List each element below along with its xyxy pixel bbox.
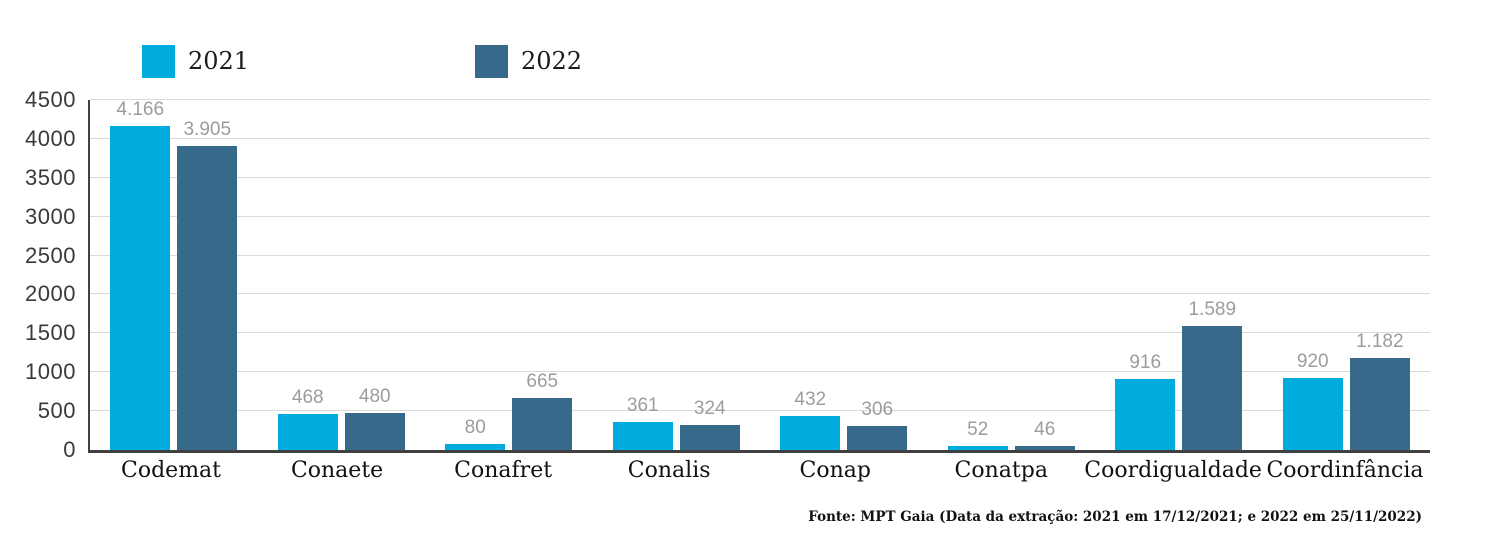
bar-value-label: 4.166 bbox=[116, 98, 165, 120]
y-tick-label: 2500 bbox=[25, 242, 76, 268]
category-label-coordinfancia: Coordinfância bbox=[1266, 458, 1424, 483]
legend-item-2021: 2021 bbox=[142, 44, 249, 78]
y-tick-label: 500 bbox=[37, 398, 76, 424]
bar-2021-conap: 432 bbox=[780, 389, 841, 450]
bar-value-label: 361 bbox=[626, 394, 659, 416]
gridline-4000 bbox=[90, 137, 1430, 139]
bar-group-conalis: 361 324 bbox=[593, 100, 761, 450]
gridline-3000 bbox=[90, 215, 1430, 217]
y-tick-label: 0 bbox=[63, 437, 76, 462]
legend-item-2022: 2022 bbox=[475, 44, 582, 78]
bar-2022-codemat: 3.905 bbox=[177, 119, 238, 450]
bar-value-label: 324 bbox=[693, 397, 726, 419]
gridline-2500 bbox=[90, 254, 1430, 256]
bar-value-label: 306 bbox=[861, 399, 894, 421]
category-label-coordigualdade: Coordigualdade bbox=[1084, 458, 1262, 483]
y-tick-label: 1500 bbox=[25, 320, 76, 346]
bar-2021-conafret: 80 bbox=[445, 417, 506, 450]
bar-group-coordinfancia: 920 1.182 bbox=[1263, 100, 1431, 450]
category-label-codemat: Codemat bbox=[121, 458, 222, 483]
gridline-1500 bbox=[90, 332, 1430, 334]
bar-2022-conatpa: 46 bbox=[1014, 419, 1075, 450]
category-label-conaete: Conaete bbox=[290, 458, 384, 483]
y-axis: 0 500 1000 1500 2000 2500 3000 3500 4000 4500 bbox=[0, 87, 76, 462]
x-axis-category-labels: Codemat Conaete Conafret Conalis Conap Conatp… bbox=[88, 458, 1428, 483]
bar-value-label: 480 bbox=[358, 385, 391, 407]
bar-2021-coordigualdade: 916 bbox=[1115, 352, 1176, 450]
bar-groups: 4.166 3.905 468 480 80 665 361 324 432 306 52 46 916… bbox=[90, 99, 1431, 450]
bar-2022-conalis: 324 bbox=[679, 398, 740, 450]
bar-group-conafret: 80 665 bbox=[425, 100, 593, 450]
bar-value-label: 920 bbox=[1296, 351, 1329, 373]
bar-value-label: 432 bbox=[794, 389, 827, 411]
bar-value-label: 3.905 bbox=[183, 119, 232, 141]
bar-2022-conafret: 665 bbox=[512, 371, 573, 450]
bar-group-coordigualdade: 916 1.589 bbox=[1095, 100, 1263, 450]
plot-area: 4.166 3.905 468 480 80 665 361 324 432 306 52 46 916… bbox=[88, 99, 1431, 453]
bar-2021-conaete: 468 bbox=[277, 387, 338, 450]
bar-value-label: 1.182 bbox=[1355, 331, 1404, 353]
bar-group-conatpa: 52 46 bbox=[928, 100, 1096, 450]
bar-value-label: 80 bbox=[464, 416, 486, 438]
bar-group-conap: 432 306 bbox=[760, 100, 928, 450]
gridline-2000 bbox=[90, 293, 1430, 295]
bar-value-label: 52 bbox=[967, 418, 989, 440]
legend-swatch-2022 bbox=[475, 44, 508, 78]
gridline-1000 bbox=[90, 371, 1430, 373]
category-label-conatpa: Conatpa bbox=[954, 458, 1048, 483]
bar-value-label: 1.589 bbox=[1188, 299, 1237, 321]
legend-swatch-2021 bbox=[142, 44, 175, 78]
bar-group-codemat: 4.166 3.905 bbox=[90, 99, 258, 450]
bar-2021-coordinfancia: 920 bbox=[1282, 351, 1343, 450]
bar-2022-conaete: 480 bbox=[344, 386, 405, 450]
y-tick-label: 1000 bbox=[25, 359, 76, 385]
bar-2022-coordinfancia: 1.182 bbox=[1349, 331, 1410, 450]
y-tick-label: 4500 bbox=[25, 87, 76, 112]
y-tick-label: 3000 bbox=[25, 203, 76, 229]
source-note: Fonte: MPT Gaia (Data da extração: 2021 … bbox=[808, 509, 1422, 525]
gridline-4500 bbox=[90, 99, 1430, 100]
y-tick-label: 4000 bbox=[25, 125, 76, 151]
bar-2022-conap: 306 bbox=[847, 399, 908, 450]
bar-2022-coordigualdade: 1.589 bbox=[1182, 299, 1243, 450]
gridline-3500 bbox=[90, 176, 1430, 178]
bar-2021-codemat: 4.166 bbox=[110, 99, 171, 450]
legend-label-2021: 2021 bbox=[188, 47, 250, 75]
gridline-500 bbox=[90, 410, 1430, 412]
bar-group-conaete: 468 480 bbox=[258, 100, 426, 450]
y-tick-label: 2000 bbox=[25, 281, 76, 307]
bar-value-label: 468 bbox=[291, 386, 324, 408]
y-tick-label: 3500 bbox=[25, 164, 76, 190]
bar-value-label: 916 bbox=[1129, 351, 1162, 373]
bar-2021-conatpa: 52 bbox=[947, 419, 1008, 450]
bar-2021-conalis: 361 bbox=[612, 395, 673, 450]
legend-label-2022: 2022 bbox=[521, 47, 583, 75]
category-label-conap: Conap bbox=[799, 458, 871, 483]
category-label-conalis: Conalis bbox=[627, 458, 711, 483]
category-label-conafret: Conafret bbox=[454, 458, 553, 483]
bar-value-label: 46 bbox=[1034, 419, 1056, 441]
bar-value-label: 665 bbox=[526, 371, 559, 393]
